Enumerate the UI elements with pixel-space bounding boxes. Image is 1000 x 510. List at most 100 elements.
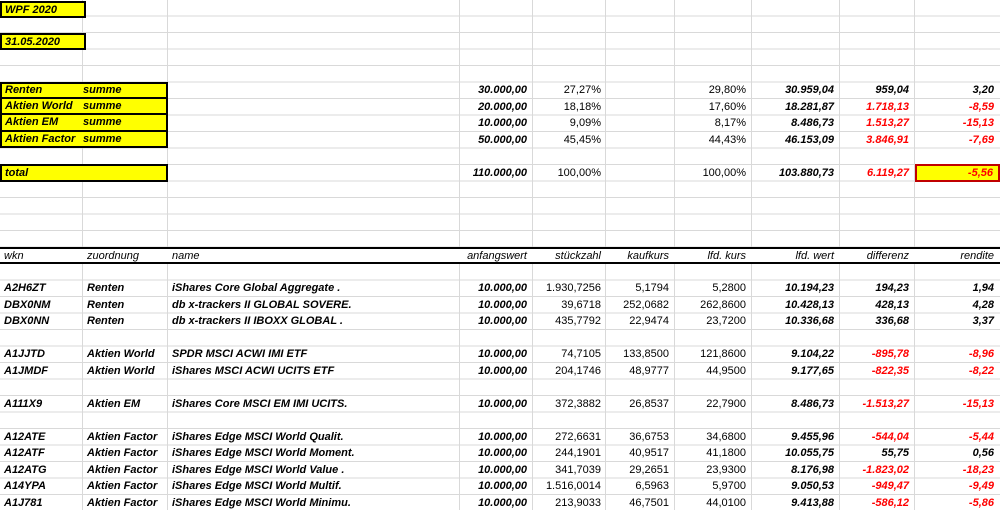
cell-name[interactable]: iShares Core MSCI EM IMI UCITS.	[172, 397, 348, 410]
cell-lfd-wert[interactable]: 9.177,65	[791, 364, 834, 377]
cell-differenz[interactable]: -544,04	[871, 430, 909, 443]
cell-rendite[interactable]: -8,59	[968, 100, 994, 113]
cell-wkn[interactable]: A2H6ZT	[4, 282, 46, 295]
cell-kaufkurs[interactable]: 5,1794	[635, 282, 669, 295]
cell-lfd-wert[interactable]: 9.050,53	[791, 480, 834, 493]
cell-anteil-ist[interactable]: 100,00%	[702, 167, 746, 179]
cell-zuordnung[interactable]: Renten	[87, 298, 125, 311]
cell-rendite[interactable]: 1,94	[972, 282, 994, 295]
cell-anfangswert[interactable]: 110.000,00	[472, 167, 527, 179]
cell-stueckzahl[interactable]: 1.516,0014	[545, 480, 601, 493]
cell-rendite[interactable]: -5,44	[968, 430, 994, 443]
cell-anteil-ist[interactable]: 8,17%	[714, 117, 746, 130]
cell-zuordnung[interactable]: Renten	[87, 315, 125, 328]
cell-wkn[interactable]: A1JMDF	[4, 364, 49, 377]
cell-stueckzahl[interactable]: 213,9033	[555, 496, 601, 509]
cell-anteil-ist[interactable]: 29,80%	[708, 84, 746, 97]
cell-lfd-kurs[interactable]: 44,9500	[706, 364, 746, 377]
cell-anteil-ist[interactable]: 44,43%	[708, 133, 746, 146]
cell-zuordnung[interactable]: Aktien Factor	[87, 463, 158, 476]
cell-lfd-kurs[interactable]: 23,7200	[706, 315, 746, 328]
cell-wkn[interactable]: A12ATE	[4, 430, 46, 443]
cell-name[interactable]: iShares MSCI ACWI UCITS ETF	[172, 364, 335, 377]
cell-anteil-plan[interactable]: 18,18%	[563, 100, 601, 113]
cell-differenz[interactable]: -586,12	[871, 496, 909, 509]
cell-lfd-wert[interactable]: 30.959,04	[785, 84, 834, 97]
cell-wkn[interactable]: A1JJTD	[4, 348, 45, 361]
header-lfd-kurs[interactable]: lfd. kurs	[707, 249, 746, 262]
table-row[interactable]: A12ATF Aktien Factor iShares Edge MSCI W…	[0, 445, 1000, 462]
cell-kaufkurs[interactable]: 6,5963	[635, 480, 669, 493]
date-cell[interactable]: 31.05.2020	[0, 33, 86, 50]
table-row[interactable]: A12ATE Aktien Factor iShares Edge MSCI W…	[0, 429, 1000, 446]
header-kaufkurs[interactable]: kaufkurs	[627, 249, 669, 262]
cell-anteil-plan[interactable]: 9,09%	[569, 117, 601, 130]
header-stueckzahl[interactable]: stückzahl	[555, 249, 601, 262]
summary-label-box[interactable]: Renten summe	[0, 82, 168, 99]
cell-anfangswert[interactable]: 10.000,00	[478, 463, 527, 476]
cell-name[interactable]: SPDR MSCI ACWI IMI ETF	[172, 348, 308, 361]
cell-lfd-kurs[interactable]: 34,6800	[706, 430, 746, 443]
summary-label-box[interactable]: Aktien Factor summe	[0, 131, 168, 148]
table-row[interactable]: A111X9 Aktien EM iShares Core MSCI EM IM…	[0, 396, 1000, 413]
header-wkn[interactable]: wkn	[4, 249, 24, 262]
cell-zuordnung[interactable]: Aktien World	[87, 348, 155, 361]
summary-label-box[interactable]: Aktien World summe	[0, 98, 168, 115]
header-zuordnung[interactable]: zuordnung	[87, 249, 139, 262]
cell-anfangswert[interactable]: 10.000,00	[478, 315, 527, 328]
cell-rendite[interactable]: -8,22	[968, 364, 994, 377]
cell-name[interactable]: iShares Edge MSCI World Moment.	[172, 447, 355, 460]
table-row[interactable]: A2H6ZT Renten iShares Core Global Aggreg…	[0, 280, 1000, 297]
table-row[interactable]: A1JJTD Aktien World SPDR MSCI ACWI IMI E…	[0, 346, 1000, 363]
cell-lfd-kurs[interactable]: 5,2800	[712, 282, 746, 295]
cell-kaufkurs[interactable]: 40,9517	[629, 447, 669, 460]
cell-lfd-wert[interactable]: 10.428,13	[785, 298, 834, 311]
cell-differenz[interactable]: -1.823,02	[862, 463, 909, 476]
cell-wkn[interactable]: A12ATF	[4, 447, 45, 460]
cell-differenz[interactable]: 1.718,13	[866, 100, 909, 113]
cell-kaufkurs[interactable]: 22,9474	[629, 315, 669, 328]
cell-name[interactable]: iShares Edge MSCI World Qualit.	[172, 430, 344, 443]
cell-wkn[interactable]: A111X9	[4, 397, 43, 410]
cell-differenz[interactable]: 959,04	[875, 84, 909, 97]
cell-differenz[interactable]: 336,68	[875, 315, 909, 328]
header-anfangswert[interactable]: anfangswert	[467, 249, 527, 262]
cell-lfd-wert[interactable]: 46.153,09	[785, 133, 834, 146]
cell-rendite[interactable]: -7,69	[968, 133, 994, 146]
total-rendite-box[interactable]: -5,56	[915, 164, 1000, 182]
table-row[interactable]: A12ATG Aktien Factor iShares Edge MSCI W…	[0, 462, 1000, 479]
table-row[interactable]: DBX0NN Renten db x-trackers II IBOXX GLO…	[0, 313, 1000, 330]
cell-name[interactable]: iShares Edge MSCI World Minimu.	[172, 496, 351, 509]
cell-zuordnung[interactable]: Aktien Factor	[87, 430, 158, 443]
cell-lfd-wert[interactable]: 9.413,88	[791, 496, 834, 509]
cell-wkn[interactable]: A12ATG	[4, 463, 47, 476]
total-label-box[interactable]: total	[0, 164, 168, 182]
cell-differenz[interactable]: 6.119,27	[866, 167, 909, 179]
cell-zuordnung[interactable]: Aktien World	[87, 364, 155, 377]
cell-wkn[interactable]: DBX0NN	[4, 315, 50, 328]
cell-stueckzahl[interactable]: 204,1746	[555, 364, 601, 377]
cell-lfd-wert[interactable]: 10.336,68	[785, 315, 834, 328]
cell-zuordnung[interactable]: Aktien Factor	[87, 480, 158, 493]
cell-stueckzahl[interactable]: 39,6718	[561, 298, 601, 311]
cell-zuordnung[interactable]: Aktien EM	[87, 397, 141, 410]
cell-stueckzahl[interactable]: 372,3882	[555, 397, 601, 410]
header-differenz[interactable]: differenz	[866, 249, 909, 262]
cell-lfd-wert[interactable]: 8.176,98	[791, 463, 834, 476]
cell-anteil-plan[interactable]: 27,27%	[563, 84, 601, 97]
cell-differenz[interactable]: 1.513,27	[866, 117, 909, 130]
cell-stueckzahl[interactable]: 74,7105	[561, 348, 601, 361]
cell-kaufkurs[interactable]: 29,2651	[629, 463, 669, 476]
header-name[interactable]: name	[172, 249, 200, 262]
cell-lfd-wert[interactable]: 8.486,73	[791, 397, 834, 410]
cell-name[interactable]: iShares Edge MSCI World Value .	[172, 463, 345, 476]
cell-zuordnung[interactable]: Aktien Factor	[87, 496, 158, 509]
cell-lfd-kurs[interactable]: 41,1800	[706, 447, 746, 460]
cell-anfangswert[interactable]: 10.000,00	[478, 348, 527, 361]
cell-lfd-kurs[interactable]: 121,8600	[700, 348, 746, 361]
cell-wkn[interactable]: DBX0NM	[4, 298, 51, 311]
cell-lfd-kurs[interactable]: 23,9300	[706, 463, 746, 476]
cell-differenz[interactable]: 3.846,91	[866, 133, 909, 146]
cell-differenz[interactable]: -1.513,27	[862, 397, 909, 410]
cell-rendite[interactable]: -9,49	[968, 480, 994, 493]
